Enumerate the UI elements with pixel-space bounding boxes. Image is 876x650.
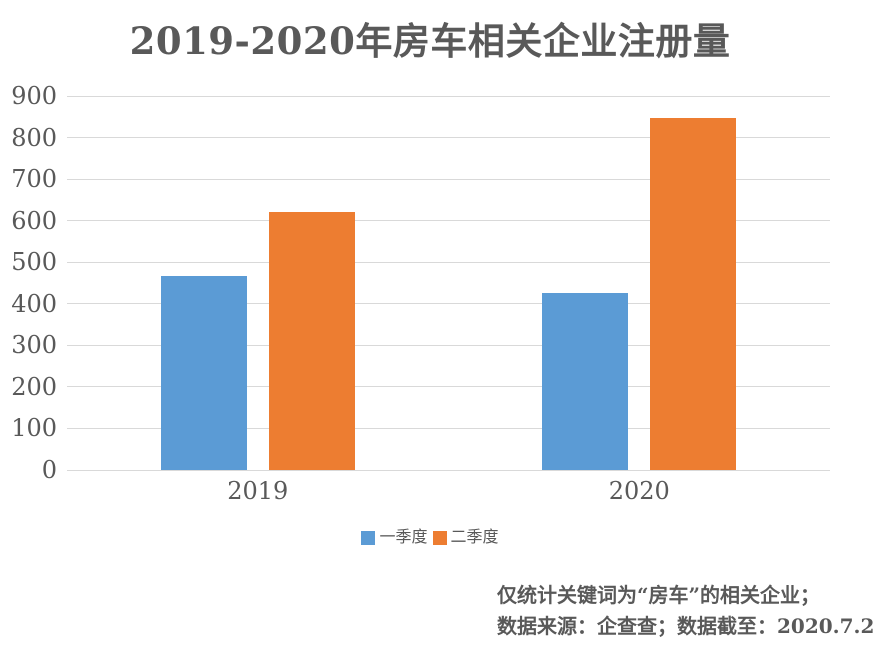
chart-title: 2019-2020年房车相关企业注册量 <box>129 19 731 63</box>
footnote: 仅统计关键词为“房车”的相关企业； 数据来源：企查查；数据截至：2020.7.2… <box>497 580 876 642</box>
gridline <box>67 427 830 429</box>
gridline <box>67 137 830 139</box>
bar-2019-series-2 <box>268 212 355 470</box>
legend: 一季度 二季度 <box>0 529 860 547</box>
y-axis-tick-label: 100 <box>11 414 57 443</box>
gridline <box>67 344 830 346</box>
gridline <box>67 469 830 471</box>
y-axis-tick-label: 400 <box>11 289 57 318</box>
gridline <box>67 95 830 97</box>
y-axis-tick-label: 600 <box>11 206 57 235</box>
legend-item: 二季度 <box>432 529 499 547</box>
y-axis-tick-label: 500 <box>11 248 57 277</box>
y-axis-tick-label: 900 <box>11 82 57 110</box>
footnote-line-2: 数据来源：企查查；数据截至：2020.7.21 <box>497 614 876 638</box>
bar-2020-series-1 <box>542 293 629 470</box>
legend-swatch-icon <box>432 531 447 545</box>
x-axis-label: 2019 <box>227 477 289 505</box>
y-axis-tick-label: 200 <box>11 372 57 401</box>
bar-2019-series-1 <box>160 276 247 470</box>
plot-area <box>67 95 830 471</box>
gridline <box>67 220 830 222</box>
legend-item: 一季度 <box>361 529 428 547</box>
x-axis-label: 2020 <box>608 477 670 505</box>
legend-swatch-icon <box>361 531 376 545</box>
legend-label: 二季度 <box>450 529 499 546</box>
footnote-line-1: 仅统计关键词为“房车”的相关企业； <box>497 583 821 607</box>
y-axis-tick-label: 700 <box>11 165 57 194</box>
y-axis-tick-label: 0 <box>41 456 57 484</box>
y-axis-tick-label: 800 <box>11 123 57 152</box>
gridline <box>67 261 830 263</box>
gridline <box>67 303 830 305</box>
legend-label: 一季度 <box>379 529 428 546</box>
y-axis-tick-label: 300 <box>11 331 57 360</box>
bar-2020-series-2 <box>650 117 737 470</box>
gridline <box>67 386 830 388</box>
gridline <box>67 178 830 180</box>
